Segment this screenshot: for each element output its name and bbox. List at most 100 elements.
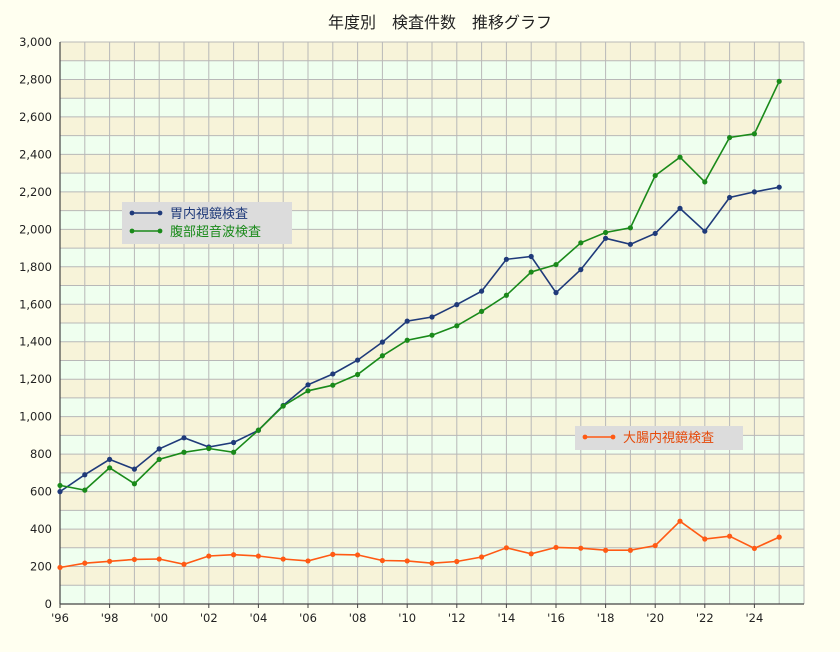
legend-swatch-dot — [582, 434, 588, 440]
data-point — [305, 382, 311, 388]
data-point — [156, 556, 162, 562]
data-point — [479, 288, 485, 294]
data-point — [57, 482, 63, 489]
data-point — [627, 241, 634, 247]
y-tick-label: 1,800 — [19, 260, 52, 274]
data-point — [181, 435, 187, 441]
data-point — [305, 558, 311, 564]
data-point — [355, 552, 361, 558]
y-tick-label: 2,600 — [19, 110, 52, 124]
legend-label: 腹部超音波検査 — [170, 224, 261, 240]
data-point — [379, 557, 385, 564]
data-point — [578, 267, 584, 273]
data-point — [355, 371, 361, 378]
x-tick-label: '96 — [51, 611, 69, 625]
x-tick-label: '22 — [696, 611, 714, 625]
data-point — [231, 449, 237, 455]
y-axis-ticks: 0 200 400 600 800 1,000 1,200 1,400 1,600 1,800 2,… — [19, 35, 52, 611]
series-line-1 — [59, 186, 780, 493]
data-point — [751, 131, 758, 137]
data-point — [454, 302, 460, 308]
x-axis-ticks: '96 '98 '00 '02 '04 '06 '08 '10 '12 '14 '16 '18 '20 '… — [51, 604, 763, 625]
data-point — [528, 269, 534, 275]
y-tick-label: 200 — [30, 560, 52, 574]
data-point — [181, 449, 187, 455]
y-tick-label: 1,600 — [19, 297, 52, 311]
legend-swatch-dot — [157, 210, 163, 216]
y-tick-label: 1,200 — [19, 372, 52, 386]
data-point — [280, 556, 286, 562]
data-point — [404, 558, 410, 564]
data-point — [280, 403, 286, 409]
data-point — [702, 536, 708, 542]
y-tick-label: 1,400 — [19, 335, 52, 349]
data-point — [156, 446, 162, 452]
data-point — [677, 154, 683, 160]
data-point — [82, 472, 88, 478]
data-point — [553, 290, 559, 296]
data-point — [82, 487, 88, 493]
data-point — [404, 337, 410, 343]
data-point — [528, 551, 534, 557]
data-point — [57, 489, 63, 495]
data-point — [206, 553, 212, 559]
data-point — [603, 229, 609, 236]
series-line-3 — [59, 520, 780, 569]
data-point — [305, 388, 311, 394]
legend-swatch-dot — [610, 434, 616, 440]
data-point — [454, 558, 460, 565]
legend-swatch-dot — [157, 228, 163, 234]
chart-title: 年度別 検査件数 推移グラフ — [328, 13, 552, 32]
data-point — [776, 184, 782, 190]
legend-box — [575, 426, 743, 450]
legend-box — [122, 202, 292, 244]
data-point — [677, 518, 683, 524]
x-tick-label: '00 — [150, 611, 168, 625]
data-point — [553, 544, 559, 551]
data-point — [727, 533, 733, 539]
data-point — [107, 558, 113, 564]
y-tick-label: 0 — [45, 597, 52, 611]
data-point — [330, 371, 336, 377]
data-point — [652, 172, 658, 179]
data-point — [553, 261, 559, 268]
data-point — [330, 551, 336, 557]
y-tick-label: 800 — [30, 447, 52, 461]
data-point — [107, 456, 113, 462]
y-tick-label: 2,200 — [19, 185, 52, 199]
data-point — [603, 235, 609, 241]
data-point — [776, 78, 782, 84]
legend-swatch-dot — [129, 210, 135, 216]
data-point — [503, 256, 509, 262]
legend-label: 大腸内視鏡検査 — [623, 430, 714, 446]
data-point — [355, 357, 361, 363]
data-point — [429, 560, 435, 566]
y-tick-label: 2,400 — [19, 147, 52, 161]
data-point — [330, 382, 336, 388]
data-point — [727, 134, 733, 141]
data-point — [404, 318, 410, 324]
y-tick-label: 2,000 — [19, 222, 52, 236]
data-point — [627, 225, 634, 231]
x-tick-label: '12 — [448, 611, 466, 625]
x-tick-label: '06 — [299, 611, 317, 625]
data-point — [131, 481, 137, 487]
x-tick-label: '08 — [349, 611, 367, 625]
x-tick-label: '20 — [646, 611, 664, 625]
data-point — [479, 554, 485, 560]
data-point — [206, 445, 212, 452]
data-point — [231, 552, 237, 558]
plot-axes — [59, 42, 804, 605]
data-point — [503, 545, 509, 551]
data-point — [107, 465, 113, 471]
data-point — [751, 189, 758, 195]
x-tick-label: '24 — [746, 611, 764, 625]
data-point — [379, 339, 385, 345]
data-point — [603, 547, 609, 553]
x-tick-label: '98 — [101, 611, 119, 625]
series-group — [57, 78, 782, 571]
data-point — [255, 427, 261, 433]
y-tick-label: 3,000 — [19, 35, 52, 49]
